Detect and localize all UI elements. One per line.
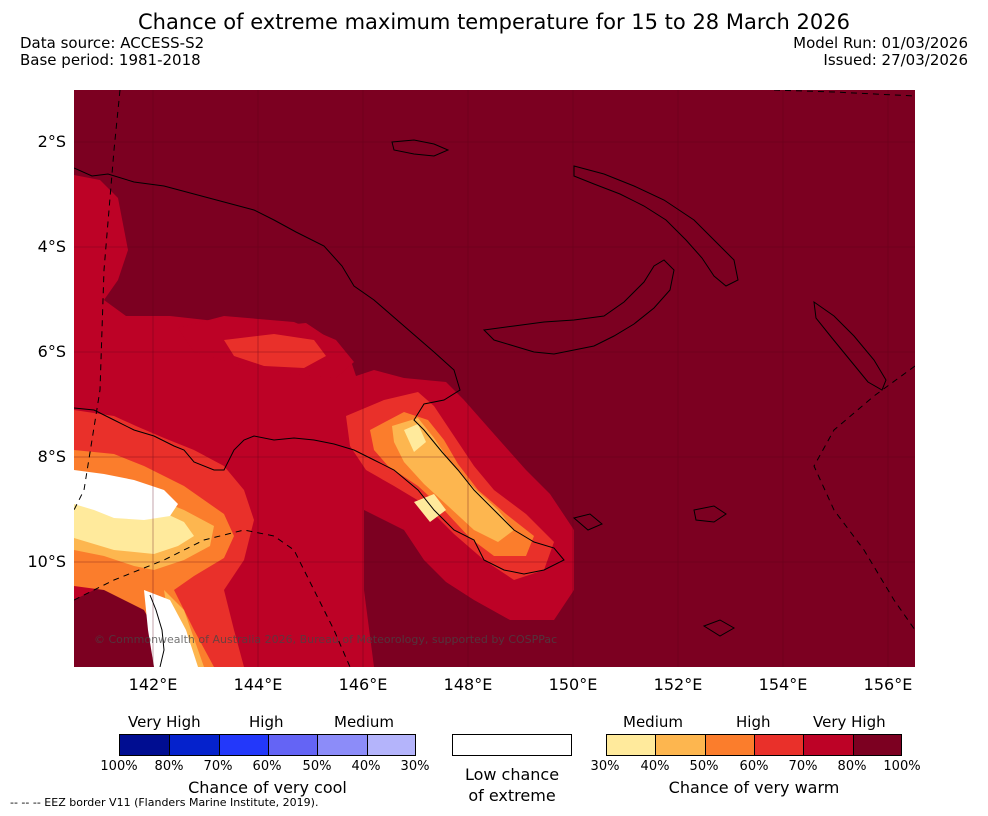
lon-label-144e: 144°E [233,675,283,694]
coastlines [74,139,887,667]
warm-tick-60: 60% [739,759,769,774]
eez-footnote: -- -- -- EEZ border V11 (Flanders Marine… [10,796,319,809]
lon-label-152e: 152°E [653,675,703,694]
warm-tick-80: 80% [837,759,867,774]
lon-label-154e: 154°E [758,675,808,694]
cool-heading-very-high: Very High [128,713,201,731]
warm-tick-70: 70% [788,759,818,774]
warm-tick-50: 50% [689,759,719,774]
meta-right: Model Run: 01/03/2026 Issued: 27/03/2026 [793,35,968,69]
lon-label-156e: 156°E [863,675,913,694]
warm-swatch-40 [655,734,705,756]
cool-tick-70: 70% [203,759,233,774]
manus-coast [391,139,450,157]
base-period: Base period: 1981-2018 [20,51,201,69]
cool-swatch-70 [219,734,268,756]
model-run: Model Run: 01/03/2026 [793,34,968,52]
cool-tick-100: 100% [100,759,138,774]
warm-legend-title: Chance of very warm [668,778,840,797]
cool-tick-30: 30% [400,759,430,774]
lon-label-142e: 142°E [128,675,178,694]
cool-swatch-50 [317,734,367,756]
louisiade-coast [693,505,727,523]
cool-legend-title: Chance of very cool [188,778,347,797]
warm-heading-high: High [736,713,771,731]
warm-swatch-30 [606,734,655,756]
low-chance-region [74,470,178,520]
lon-label-146e: 146°E [338,675,388,694]
meta-left: Data source: ACCESS-S2 Base period: 1981… [20,35,204,69]
eez-borders [74,90,915,667]
cool-swatch-80 [169,734,219,756]
cool-tick-40: 40% [351,759,381,774]
bougainville-coast [813,300,887,391]
australia-coast [149,594,165,667]
cool-swatch-100 [119,734,169,756]
warm-swatch-60 [754,734,803,756]
new-guinea-coast [74,167,565,575]
lat-label-4s: 4°S [37,237,66,256]
dentrecasteaux-coast [572,513,603,531]
warm-heading-medium: Medium [623,713,683,731]
cool-tick-80: 80% [154,759,184,774]
warm-tick-40: 40% [640,759,670,774]
data-source: Data source: ACCESS-S2 [20,34,205,52]
lon-label-148e: 148°E [443,675,493,694]
issued-date: Issued: 27/03/2026 [823,51,968,69]
low-chance-region-b [144,590,198,667]
warm-region-30c [414,494,446,522]
low-chance-line-1: Low chance [464,765,560,784]
warm-heading-very-high: Very High [813,713,886,731]
cool-tick-60: 60% [252,759,282,774]
chart-title: Chance of extreme maximum temperature fo… [138,10,850,34]
warm-region-60c [224,334,326,368]
forecast-map [74,90,915,667]
lon-label-150e: 150°E [548,675,598,694]
low-chance-swatch [452,734,572,756]
new-britain-coast [482,259,675,355]
low-chance-label: Low chance of extreme [440,764,584,806]
cool-tick-50: 50% [302,759,332,774]
warm-tick-30: 30% [590,759,620,774]
cool-heading-medium: Medium [334,713,394,731]
cool-heading-high: High [249,713,284,731]
warm-region-30b [404,424,426,452]
graticule [74,90,915,667]
lat-label-10s: 10°S [27,552,66,571]
copyright-notice: © Commonwealth of Australia 2026, Bureau… [94,633,558,646]
lat-label-8s: 8°S [37,447,66,466]
warm-swatch-80 [853,734,902,756]
warm-swatch-50 [705,734,754,756]
lat-label-2s: 2°S [37,132,66,151]
woodlark-coast [702,619,736,637]
low-chance-line-2: of extreme [468,786,556,805]
warm-tick-100: 100% [883,759,921,774]
warm-region-40b [392,418,514,542]
new-ireland-coast [573,165,739,287]
cool-swatch-40 [367,734,416,756]
lat-label-6s: 6°S [37,342,66,361]
warm-swatch-70 [803,734,853,756]
cool-swatch-60 [268,734,317,756]
